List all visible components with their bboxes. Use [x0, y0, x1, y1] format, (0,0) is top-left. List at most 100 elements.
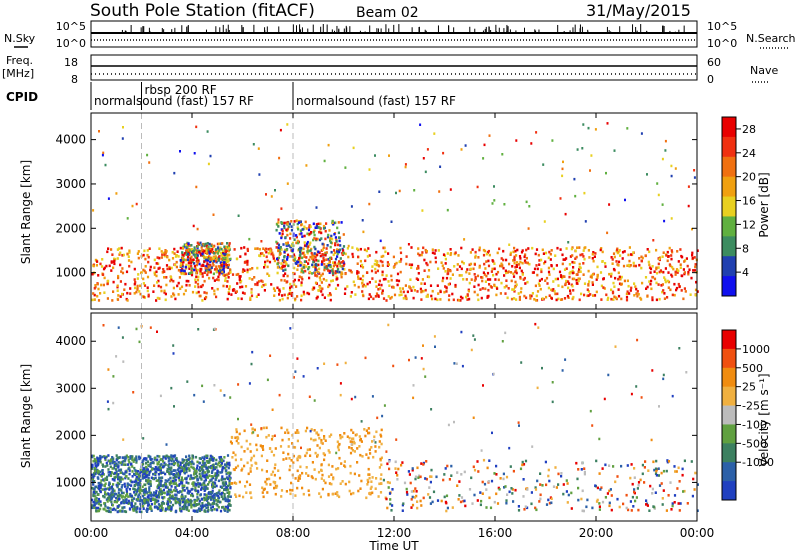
echo-cell	[94, 498, 97, 501]
echo-cell	[425, 261, 428, 265]
echo-cell	[528, 205, 531, 208]
echo-cell	[303, 263, 306, 267]
echo-cell	[108, 486, 111, 489]
echo-cell	[179, 509, 182, 512]
echo-cell	[152, 477, 155, 480]
echo-cell	[181, 251, 184, 254]
echo-cell	[267, 247, 270, 251]
echo-cell	[446, 208, 449, 212]
echo-cell	[511, 492, 514, 495]
echo-cell	[180, 509, 183, 513]
echo-cell	[582, 262, 585, 265]
echo-cell	[655, 267, 658, 271]
echo-cell	[583, 293, 586, 297]
echo-cell	[559, 248, 562, 251]
echo-cell	[647, 260, 650, 264]
echo-cell	[416, 500, 419, 503]
echo-cell	[218, 500, 221, 504]
echo-cell	[324, 267, 327, 270]
echo-cell	[300, 246, 303, 250]
echo-cell	[548, 273, 551, 276]
echo-cell	[197, 328, 200, 331]
echo-cell	[305, 164, 308, 167]
echo-cell	[158, 297, 161, 300]
echo-cell	[234, 466, 238, 469]
echo-cell	[381, 414, 384, 418]
echo-cell	[589, 275, 592, 279]
echo-cell	[428, 496, 432, 499]
echo-cell	[381, 270, 384, 274]
echo-cell	[217, 461, 220, 465]
echo-cell	[211, 458, 214, 461]
echo-cell	[637, 508, 640, 512]
echo-cell	[687, 185, 690, 188]
echo-cell	[250, 291, 253, 294]
echo-cell	[269, 483, 272, 486]
echo-cell	[197, 243, 200, 246]
echo-cell	[596, 498, 599, 502]
echo-cell	[95, 502, 98, 505]
echo-cell	[138, 340, 141, 344]
echo-cell	[159, 481, 162, 484]
echo-cell	[385, 274, 388, 277]
echo-cell	[280, 248, 283, 251]
echo-cell	[657, 262, 660, 266]
echo-cell	[160, 492, 163, 496]
echo-cell	[617, 277, 620, 281]
echo-cell	[683, 271, 686, 274]
echo-cell	[307, 245, 310, 248]
echo-cell	[589, 409, 592, 413]
echo-cell	[111, 253, 114, 256]
echo-cell	[202, 505, 205, 509]
echo-cell	[305, 472, 308, 475]
echo-cell	[365, 496, 368, 500]
echo-cell	[313, 468, 316, 471]
echo-cell	[519, 257, 522, 260]
echo-cell	[230, 442, 233, 445]
echo-cell	[442, 253, 446, 256]
echo-cell	[186, 380, 189, 383]
echo-cell	[446, 252, 449, 255]
echo-cell	[582, 123, 585, 126]
echo-cell	[630, 286, 633, 290]
echo-cell	[321, 293, 324, 297]
echo-cell	[439, 165, 442, 168]
echo-cell	[359, 438, 362, 442]
y-tick-label: 1000	[55, 266, 86, 280]
echo-cell	[119, 478, 122, 481]
echo-cell	[273, 259, 276, 263]
echo-cell	[513, 246, 516, 250]
echo-cell	[380, 435, 383, 438]
echo-cell	[533, 267, 537, 271]
echo-cell	[245, 439, 248, 443]
echo-cell	[473, 493, 476, 497]
echo-cell	[168, 267, 171, 271]
echo-cell	[328, 269, 331, 273]
echo-cell	[413, 496, 416, 499]
echo-cell	[203, 260, 206, 263]
echo-cell	[660, 471, 663, 475]
echo-cell	[327, 258, 330, 261]
echo-cell	[666, 296, 669, 299]
echo-cell	[574, 249, 577, 253]
echo-cell	[320, 237, 323, 240]
echo-cell	[679, 266, 682, 269]
echo-cell	[243, 246, 246, 249]
echo-cell	[279, 266, 282, 270]
nsearch-tick-low: 10^0	[707, 37, 737, 50]
echo-cell	[587, 284, 590, 287]
echo-cell	[539, 493, 542, 497]
echo-cell	[387, 295, 390, 298]
echo-cell	[195, 472, 198, 475]
echo-cell	[356, 272, 359, 275]
echo-cell	[162, 502, 166, 505]
echo-cell	[164, 457, 167, 460]
echo-cell	[195, 263, 198, 267]
echo-cell	[226, 280, 229, 283]
echo-cell	[197, 485, 200, 488]
echo-cell	[106, 506, 109, 509]
echo-cell	[228, 481, 231, 485]
echo-cell	[437, 267, 440, 270]
echo-cell	[306, 246, 309, 250]
echo-cell	[447, 298, 451, 302]
